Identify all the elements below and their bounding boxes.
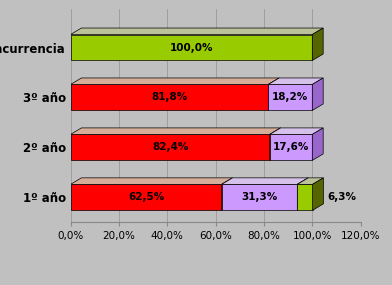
Polygon shape <box>312 128 323 160</box>
Polygon shape <box>297 178 323 184</box>
Bar <box>71 135 270 160</box>
Text: 17,6%: 17,6% <box>273 142 309 152</box>
Polygon shape <box>221 178 308 184</box>
Text: 82,4%: 82,4% <box>152 142 188 152</box>
Bar <box>268 84 312 110</box>
Polygon shape <box>71 128 281 135</box>
Text: 31,3%: 31,3% <box>241 192 278 202</box>
Bar <box>71 84 268 110</box>
Polygon shape <box>270 128 281 160</box>
Polygon shape <box>312 28 323 60</box>
Text: 6,3%: 6,3% <box>327 192 356 202</box>
Polygon shape <box>297 178 308 210</box>
Bar <box>71 34 312 60</box>
Text: 100,0%: 100,0% <box>170 42 213 52</box>
Bar <box>297 184 312 210</box>
Polygon shape <box>312 178 323 210</box>
Polygon shape <box>71 78 279 84</box>
Polygon shape <box>268 78 279 110</box>
Polygon shape <box>71 178 232 184</box>
Polygon shape <box>270 128 323 135</box>
Bar <box>221 184 297 210</box>
Text: 62,5%: 62,5% <box>128 192 164 202</box>
Polygon shape <box>312 78 323 110</box>
Polygon shape <box>268 78 323 84</box>
Text: 18,2%: 18,2% <box>272 92 309 102</box>
Polygon shape <box>71 28 323 34</box>
Text: 81,8%: 81,8% <box>151 92 187 102</box>
Polygon shape <box>221 178 232 210</box>
Bar <box>71 184 221 210</box>
Bar <box>270 135 312 160</box>
